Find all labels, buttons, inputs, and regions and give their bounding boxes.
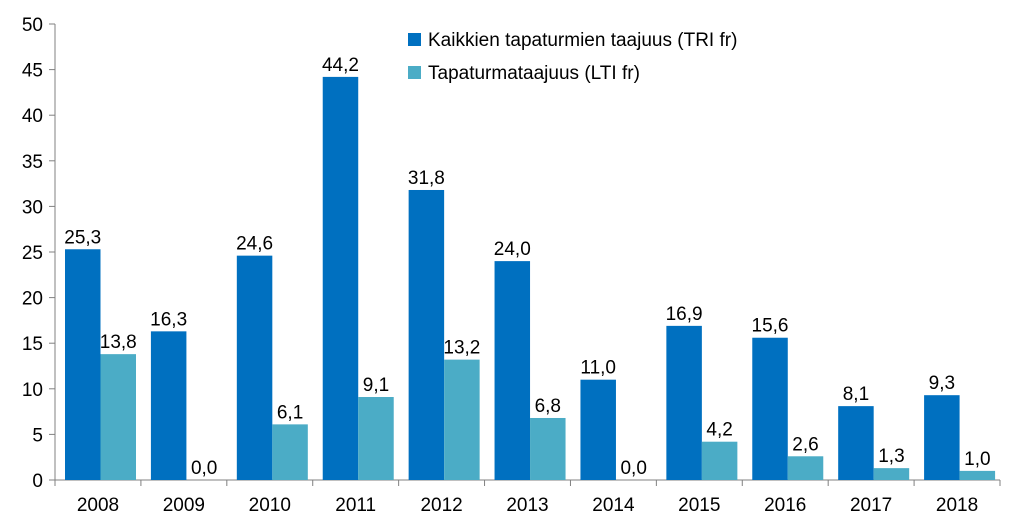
x-tick-label: 2010 — [249, 495, 291, 516]
legend-swatch-lti — [408, 66, 421, 79]
data-label-tri-2011: 44,2 — [322, 55, 359, 76]
bar-tri-2010 — [236, 255, 273, 480]
bar-lti-2010 — [272, 424, 308, 480]
y-tick-label: 0 — [32, 471, 43, 492]
data-label-tri-2017: 8,1 — [843, 384, 869, 405]
x-tick-label: 2012 — [420, 495, 462, 516]
y-tick-label: 25 — [22, 243, 43, 264]
data-label-tri-2013: 24,0 — [494, 239, 531, 260]
bar-tri-2011 — [322, 76, 359, 481]
bar-tri-2008 — [65, 249, 101, 480]
legend-swatch-tri — [408, 33, 421, 46]
data-label-tri-2010: 24,6 — [236, 234, 273, 255]
x-tick-label: 2016 — [764, 495, 806, 516]
y-tick-label: 40 — [22, 106, 43, 127]
x-tick-label: 2011 — [335, 495, 376, 516]
bar-tri-2015 — [666, 325, 702, 480]
bar-lti-2017 — [873, 468, 910, 480]
y-axis: 0 5 10 15 20 25 30 35 40 45 50 — [22, 15, 56, 492]
x-axis: 2008 2009 2010 2011 2012 2013 2014 2015 2016 2017… — [54, 479, 1001, 516]
data-labels: 25,3 16,3 24,6 44,2 31,8 24,0 11,0 16,9 15,6 8,1 9… — [64, 55, 990, 479]
data-label-lti-2010: 6,1 — [277, 402, 303, 423]
data-label-lti-2014: 0,0 — [620, 458, 646, 479]
y-tick-label: 10 — [22, 380, 43, 401]
x-tick-label: 2009 — [163, 495, 205, 516]
data-label-lti-2009: 0,0 — [191, 458, 217, 479]
y-tick-label: 50 — [22, 15, 43, 36]
x-tick-label: 2013 — [506, 495, 548, 516]
bar-tri-2016 — [752, 337, 788, 480]
legend: Kaikkien tapaturmien taajuus (TRI fr) Ta… — [408, 30, 737, 84]
y-tick-label: 5 — [32, 425, 43, 446]
data-label-lti-2008: 13,8 — [100, 332, 137, 353]
data-label-tri-2018: 9,3 — [929, 373, 955, 394]
bar-tri-2014 — [580, 379, 616, 480]
x-tick-label: 2018 — [936, 495, 978, 516]
bar-tri-2009 — [150, 331, 187, 480]
data-label-tri-2009: 16,3 — [150, 309, 187, 330]
data-label-lti-2013: 6,8 — [535, 396, 561, 417]
y-tick-label: 35 — [22, 152, 43, 173]
data-label-tri-2008: 25,3 — [64, 227, 101, 248]
y-tick-label: 45 — [22, 61, 43, 82]
x-tick-label: 2015 — [678, 495, 720, 516]
bar-lti-2008 — [100, 354, 136, 480]
legend-label-tri: Kaikkien tapaturmien taajuus (TRI fr) — [428, 30, 737, 51]
data-label-tri-2012: 31,8 — [408, 168, 445, 189]
y-tick-label: 20 — [22, 289, 43, 310]
data-label-tri-2015: 16,9 — [666, 304, 703, 325]
data-label-lti-2018: 1,0 — [964, 449, 990, 470]
data-label-lti-2012: 13,2 — [443, 338, 480, 359]
data-label-tri-2016: 15,6 — [752, 316, 789, 337]
bar-lti-2018 — [959, 470, 996, 480]
data-label-lti-2016: 2,6 — [792, 434, 818, 455]
y-tick-label: 15 — [22, 334, 43, 355]
data-label-lti-2017: 1,3 — [878, 446, 904, 467]
bar-lti-2013 — [530, 417, 566, 480]
bar-tri-2018 — [924, 395, 960, 480]
bar-tri-2013 — [494, 261, 531, 480]
bar-lti-2012 — [444, 359, 480, 480]
bar-lti-2011 — [358, 397, 394, 480]
bar-tri-2017 — [838, 406, 874, 480]
legend-label-lti: Tapaturmataajuus (LTI fr) — [428, 63, 640, 84]
y-tick-label: 30 — [22, 197, 43, 218]
bar-lti-2015 — [701, 441, 738, 480]
data-label-lti-2015: 4,2 — [706, 420, 732, 441]
bar-tri-2012 — [408, 189, 445, 480]
x-tick-label: 2008 — [77, 495, 119, 516]
x-tick-label: 2014 — [592, 495, 635, 516]
bar-lti-2016 — [787, 456, 824, 480]
x-tick-label: 2017 — [850, 495, 892, 516]
bars — [65, 76, 996, 481]
data-label-lti-2011: 9,1 — [363, 375, 389, 396]
data-label-tri-2014: 11,0 — [580, 358, 616, 379]
